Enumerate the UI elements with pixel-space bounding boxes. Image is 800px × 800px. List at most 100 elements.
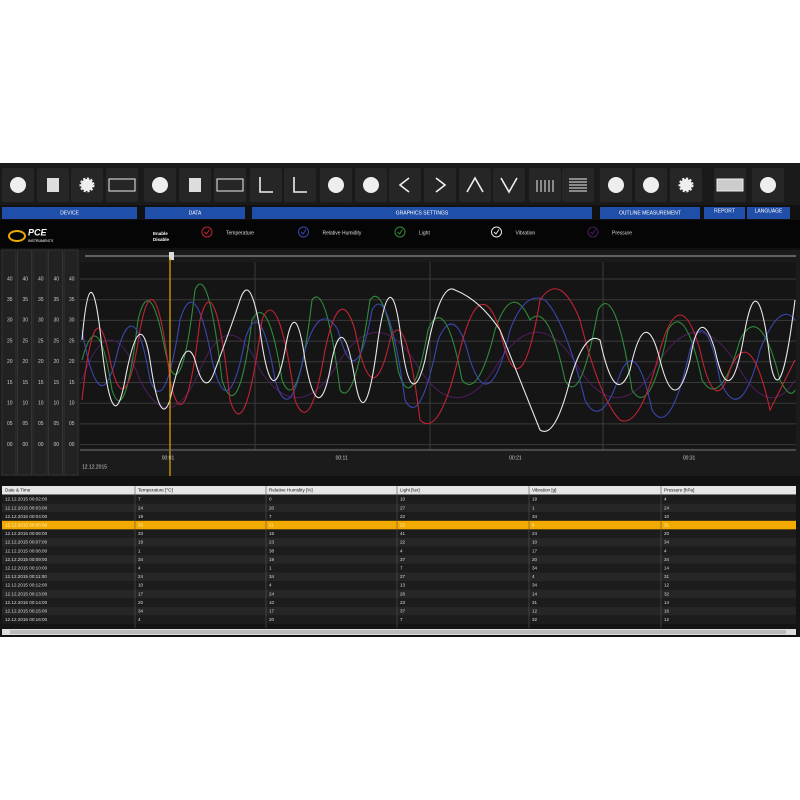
legend-check[interactable] (397, 229, 403, 235)
disable-label[interactable]: Disable (153, 237, 170, 242)
legend-toggle[interactable] (587, 226, 599, 238)
y-tick-label: 30 (38, 318, 44, 324)
section-label[interactable]: REPORT (714, 208, 735, 214)
y-tick-label: 35 (69, 297, 75, 303)
section-label[interactable]: DEVICE (60, 210, 79, 216)
column-header[interactable]: Date & Time (5, 488, 31, 493)
column-header[interactable]: Light [lux] (400, 488, 420, 493)
table-cell: 17 (269, 609, 275, 614)
enable-label[interactable]: Enable (153, 231, 168, 236)
toolbar-button[interactable] (424, 168, 456, 202)
table-cell: 14 (532, 591, 538, 596)
legend-check[interactable] (590, 229, 596, 235)
table-cell: 31 (664, 523, 670, 528)
toolbar-button[interactable] (459, 168, 491, 202)
table-row[interactable] (2, 615, 796, 624)
x-tick-label: 00:01 (162, 455, 175, 461)
button-icon (108, 178, 136, 192)
toolbar-button[interactable] (106, 168, 138, 202)
y-tick-label: 20 (69, 359, 75, 365)
button-icon (466, 176, 484, 193)
legend-check[interactable] (204, 229, 210, 235)
table-cell: 12.12.2015 00:15:00 (5, 609, 48, 614)
toolbar-button[interactable] (214, 168, 246, 202)
y-tick-label: 20 (7, 359, 13, 365)
legend-label: Temperature (226, 230, 254, 236)
toolbar-button[interactable] (389, 168, 421, 202)
y-tick-label: 35 (54, 297, 60, 303)
table-row[interactable] (2, 581, 796, 590)
column-header[interactable]: Pressure [hPa] (664, 488, 694, 493)
toolbar-button[interactable] (493, 168, 525, 202)
table-cell: 19 (138, 540, 144, 545)
button-icon (79, 177, 95, 193)
section-button[interactable] (747, 207, 790, 219)
table-cell: 32 (532, 617, 538, 622)
section-button[interactable] (145, 207, 245, 219)
y-tick-label: 25 (23, 338, 29, 344)
section-button[interactable] (2, 207, 137, 219)
table-row[interactable] (2, 538, 796, 547)
section-button[interactable] (600, 207, 700, 219)
y-tick-label: 25 (38, 338, 44, 344)
table-row[interactable] (2, 572, 796, 581)
button-icon (716, 178, 744, 192)
y-tick-label: 05 (69, 421, 75, 427)
y-tick-label: 05 (38, 421, 44, 427)
data-table: Date & Time Temperature [°C] Relative Humi… (2, 486, 796, 628)
legend-toggle[interactable] (491, 226, 502, 238)
legend-toggle[interactable] (394, 226, 406, 238)
table-row[interactable] (2, 563, 796, 573)
table-row[interactable] (2, 598, 796, 607)
logo-name: PCE (28, 227, 48, 237)
y-tick-label: 10 (38, 401, 44, 407)
slider-knob[interactable] (169, 252, 174, 260)
table-cell: 12.12.2015 00:05:00 (5, 523, 48, 528)
table-row[interactable] (2, 503, 796, 513)
section-label[interactable]: DATA (189, 210, 202, 216)
x-tick-label: 00:21 (509, 455, 522, 461)
y-tick-label: 15 (38, 380, 44, 386)
legend-toggle[interactable] (201, 226, 213, 238)
table-row[interactable] (2, 512, 796, 521)
button-icon (216, 178, 244, 192)
table-row[interactable] (2, 589, 796, 599)
section-label[interactable]: LANGUAGE (755, 208, 783, 214)
y-tick-label: 00 (23, 442, 29, 448)
table-row[interactable] (2, 529, 796, 538)
y-tick-label: 05 (7, 421, 13, 427)
table-row[interactable] (2, 520, 796, 530)
column-header[interactable]: Vibration [g] (532, 488, 556, 493)
table-cell: 34 (532, 583, 538, 588)
table-row[interactable] (2, 546, 796, 556)
toolbar-button[interactable] (284, 168, 316, 202)
table-cell: 12.12.2015 00:11:00 (5, 574, 47, 579)
table-row[interactable] (2, 555, 796, 564)
y-tick-label: 00 (69, 442, 75, 448)
section-label[interactable]: GRAPHICS SETTINGS (396, 210, 449, 216)
table-cell: 7 (138, 497, 141, 502)
table-row[interactable] (2, 606, 796, 616)
section-button[interactable] (252, 207, 592, 219)
column-header[interactable]: Relative Humidity [%] (269, 488, 313, 493)
table-row[interactable] (2, 495, 796, 504)
table-cell: 19 (269, 557, 275, 562)
axis-column (17, 249, 32, 476)
table-cell: 41 (400, 531, 406, 536)
section-label[interactable]: OUTLINE MEASUREMENT (619, 210, 681, 216)
y-tick-label: 25 (7, 338, 13, 344)
table-cell: 7 (269, 514, 272, 519)
toolbar-button[interactable] (250, 168, 282, 202)
legend-check[interactable] (493, 229, 500, 235)
section-button[interactable] (704, 207, 745, 219)
scrollbar-thumb[interactable] (10, 630, 786, 634)
column-header[interactable]: Temperature [°C] (138, 488, 173, 493)
y-tick-label: 40 (23, 276, 29, 282)
y-tick-label: 40 (38, 276, 44, 282)
button-icon (500, 177, 518, 194)
y-tick-label: 25 (54, 338, 60, 344)
legend-toggle[interactable] (298, 226, 309, 238)
y-tick-label: 10 (69, 401, 75, 407)
legend-check[interactable] (300, 229, 307, 235)
